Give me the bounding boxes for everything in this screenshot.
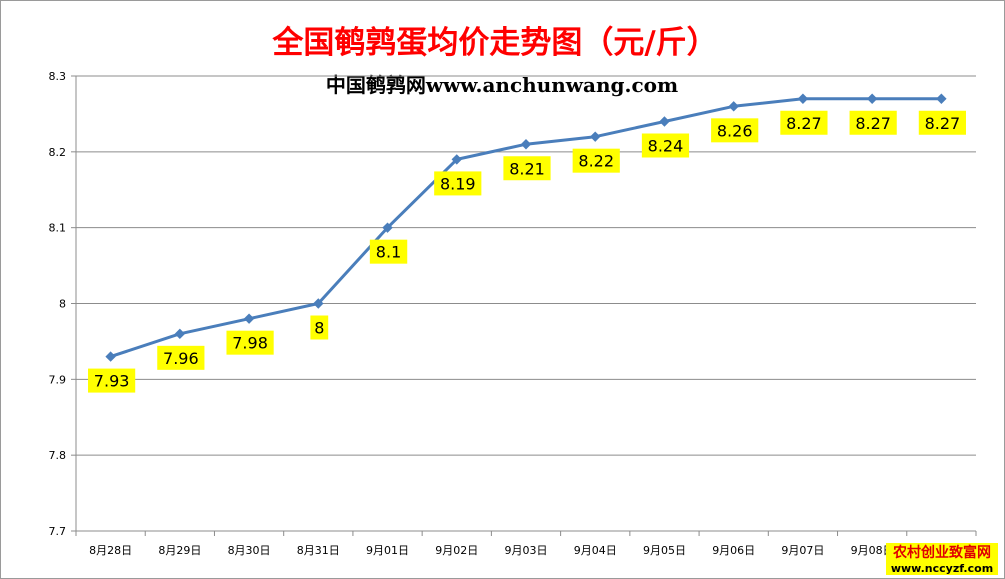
x-tick-label: 9月08日 bbox=[851, 544, 894, 557]
data-point-marker bbox=[313, 298, 324, 309]
data-label: 8.27 bbox=[925, 114, 961, 133]
data-label: 8.27 bbox=[786, 114, 822, 133]
x-tick-label: 9月07日 bbox=[781, 544, 824, 557]
data-point-marker bbox=[936, 93, 947, 104]
y-tick-label: 8.3 bbox=[49, 70, 67, 83]
data-label-background bbox=[641, 133, 690, 158]
y-tick-label: 8.2 bbox=[49, 146, 67, 159]
x-tick-label: 8月28日 bbox=[89, 544, 132, 557]
gridlines bbox=[76, 75, 976, 456]
data-label-background bbox=[503, 156, 551, 181]
x-tick-label: 9月06日 bbox=[712, 544, 755, 557]
data-label: 7.98 bbox=[232, 334, 268, 353]
x-tick-label: 8月29日 bbox=[158, 544, 201, 557]
data-label-background bbox=[572, 148, 620, 173]
data-label: 8.27 bbox=[855, 114, 891, 133]
data-label-background bbox=[780, 110, 828, 135]
data-point-marker bbox=[728, 101, 739, 112]
x-tick-label: 9月01日 bbox=[366, 544, 409, 557]
data-label-background bbox=[226, 330, 274, 355]
data-point-marker bbox=[382, 222, 393, 233]
y-tick-labels: 7.7 7.8 7.9 8 8.1 8.2 8.3 bbox=[49, 70, 67, 538]
watermark-background bbox=[886, 543, 998, 575]
x-tick-label: 8月30日 bbox=[228, 544, 271, 557]
data-label: 8.1 bbox=[376, 243, 401, 262]
data-label-background bbox=[157, 345, 205, 370]
x-tick-label: 9月03日 bbox=[505, 544, 548, 557]
data-label-background bbox=[711, 118, 759, 143]
x-tick-label: 9月05日 bbox=[643, 544, 686, 557]
x-tick-labels: 8月28日 8月29日 8月30日 8月31日 9月01日 9月02日 9月03日 9月04日… bbox=[89, 544, 963, 557]
data-label: 8.26 bbox=[717, 121, 753, 140]
data-label: 8.19 bbox=[440, 174, 476, 193]
watermark-name: 农村创业致富网 bbox=[892, 544, 991, 561]
data-label-background bbox=[369, 239, 408, 264]
data-label-background bbox=[434, 171, 482, 196]
y-tick-label: 8 bbox=[59, 298, 66, 311]
x-tick-label: 9月02日 bbox=[435, 544, 478, 557]
data-point-marker bbox=[105, 351, 116, 362]
x-tick-label: 8月31日 bbox=[297, 544, 340, 557]
y-tick-label: 8.1 bbox=[49, 222, 67, 235]
data-label: 8.22 bbox=[578, 152, 614, 171]
series-markers bbox=[105, 93, 947, 362]
axes bbox=[71, 75, 977, 536]
watermark: 农村创业致富网 www.nccyzf.com bbox=[886, 543, 998, 575]
data-point-marker bbox=[590, 131, 601, 142]
chart-subtitle: 中国鹌鹑网www.anchunwang.com bbox=[326, 73, 678, 97]
data-label: 7.96 bbox=[163, 349, 199, 368]
data-point-marker bbox=[174, 328, 186, 340]
data-point-marker bbox=[243, 313, 255, 324]
data-point-marker bbox=[520, 139, 532, 150]
data-labels: 7.93 7.96 7.98 8 8.1 8.19 8.21 8.22 8.24 8.26 8.27… bbox=[88, 110, 966, 393]
x-tick-label: 9月04日 bbox=[574, 544, 617, 557]
data-point-marker bbox=[797, 93, 809, 104]
data-point-marker bbox=[451, 154, 462, 165]
data-label-background bbox=[849, 110, 897, 135]
data-label: 8.21 bbox=[509, 159, 545, 178]
data-label-background bbox=[918, 110, 966, 135]
data-label: 8.24 bbox=[648, 137, 684, 156]
y-tick-label: 7.7 bbox=[49, 525, 67, 538]
y-tick-label: 7.8 bbox=[49, 449, 67, 462]
watermark-url: www.nccyzf.com bbox=[891, 562, 993, 575]
data-label-background bbox=[88, 368, 136, 393]
data-label: 7.93 bbox=[94, 372, 130, 391]
data-point-marker bbox=[866, 93, 878, 104]
chart-title: 全国鹌鹑蛋均价走势图（元/斤） bbox=[271, 25, 717, 61]
data-label: 8 bbox=[314, 319, 324, 338]
data-label-background bbox=[310, 315, 329, 340]
data-point-marker bbox=[659, 116, 670, 127]
y-tick-label: 7.9 bbox=[49, 373, 67, 386]
